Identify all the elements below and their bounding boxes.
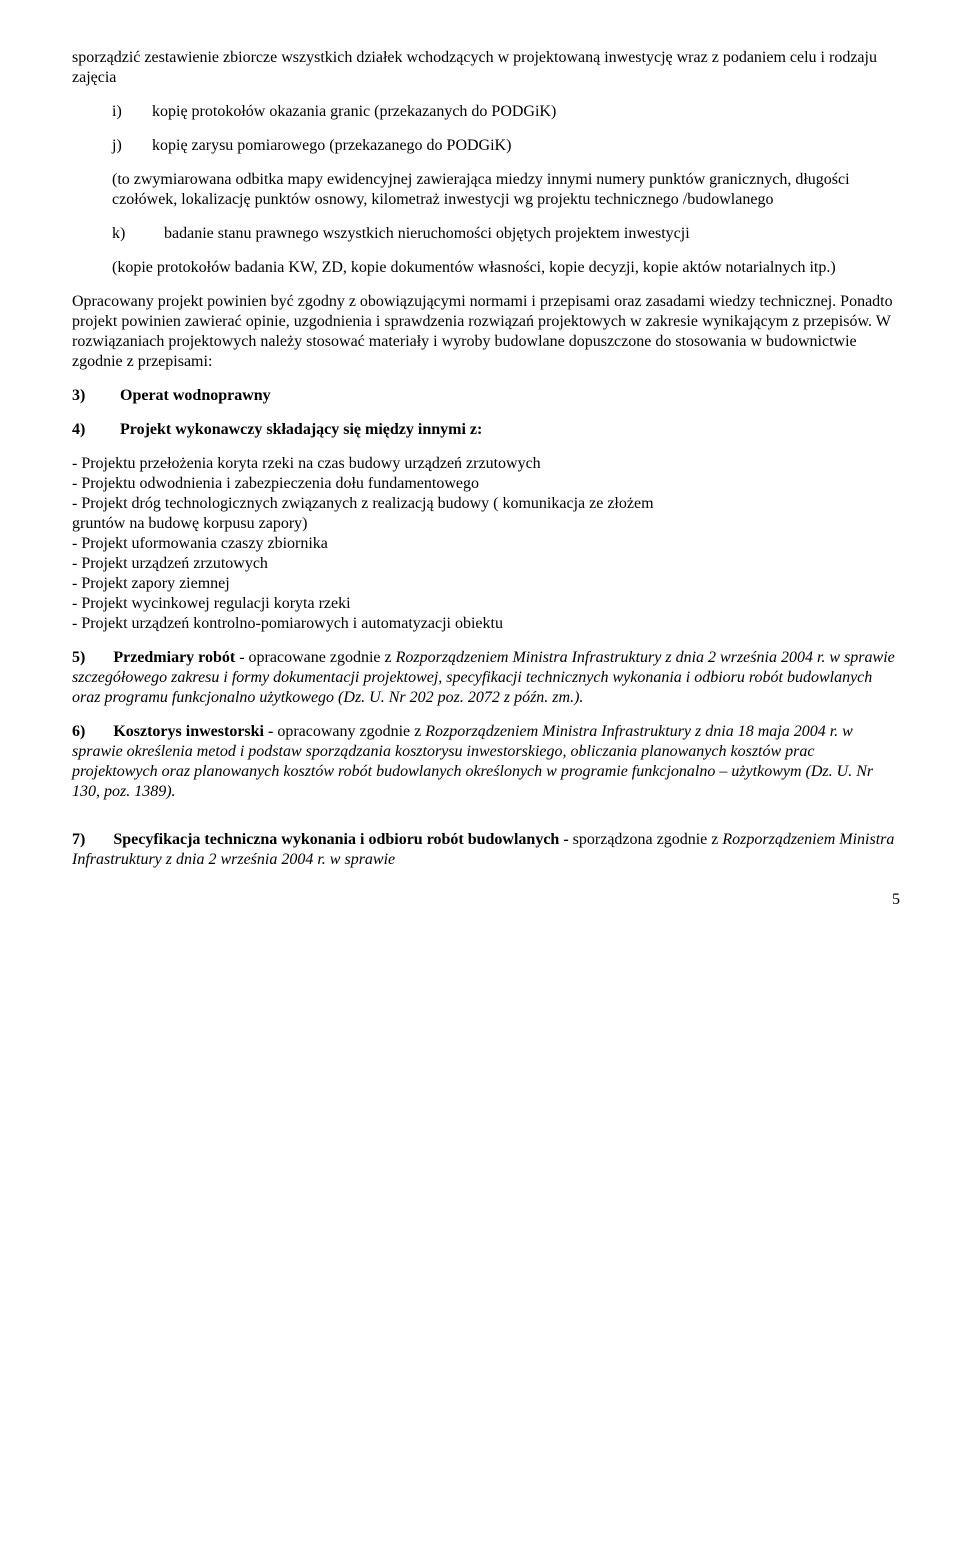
- list-item: - Projektu odwodnienia i zabezpieczenia …: [72, 474, 900, 494]
- list-item: gruntów na budowę korpusu zapory): [72, 514, 900, 534]
- list-item-k: k) badanie stanu prawnego wszystkich nie…: [112, 224, 900, 244]
- section-title: Przedmiary robót: [113, 649, 235, 666]
- section-title: Kosztorys inwestorski -: [113, 723, 273, 740]
- list-text: kopię protokołów okazania granic (przeka…: [152, 102, 900, 122]
- section-number: 4): [72, 420, 120, 440]
- list-item: - Projekt zapory ziemnej: [72, 574, 900, 594]
- list-marker: k): [112, 224, 164, 244]
- list-marker: i): [112, 102, 152, 122]
- list-item-j-detail: (to zwymiarowana odbitka mapy ewidencyjn…: [112, 170, 900, 210]
- section-text: opracowany zgodnie z: [273, 723, 425, 740]
- list-item: - Projekt dróg technologicznych związany…: [72, 494, 900, 514]
- list-item-j: j) kopię zarysu pomiarowego (przekazaneg…: [112, 136, 900, 156]
- intro-paragraph: sporządzić zestawienie zbiorcze wszystki…: [72, 48, 900, 88]
- list-item-i: i) kopię protokołów okazania granic (prz…: [112, 102, 900, 122]
- section-title: Specyfikacja techniczna wykonania i odbi…: [113, 831, 568, 848]
- section-5: 5) Przedmiary robót - opracowane zgodnie…: [72, 648, 900, 708]
- list-item-k-detail: (kopie protokołów badania KW, ZD, kopie …: [112, 258, 900, 278]
- list-item: - Projekt urządzeń kontrolno-pomiarowych…: [72, 614, 900, 634]
- list-item: - Projekt wycinkowej regulacji koryta rz…: [72, 594, 900, 614]
- section-number: 7): [72, 831, 85, 848]
- section-number: 3): [72, 386, 120, 406]
- list-marker: j): [112, 136, 152, 156]
- list-item: - Projekt uformowania czaszy zbiornika: [72, 534, 900, 554]
- section-3: 3) Operat wodnoprawny: [72, 386, 900, 406]
- page-number: 5: [72, 890, 900, 910]
- section-text: - opracowane zgodnie z: [235, 649, 395, 666]
- section-title: Projekt wykonawczy składający się między…: [120, 420, 900, 440]
- list-text: kopię zarysu pomiarowego (przekazanego d…: [152, 136, 900, 156]
- section-title: Operat wodnoprawny: [120, 386, 900, 406]
- list-text: badanie stanu prawnego wszystkich nieruc…: [164, 224, 900, 244]
- list-item: - Projektu przełożenia koryta rzeki na c…: [72, 454, 900, 474]
- section-4: 4) Projekt wykonawczy składający się mię…: [72, 420, 900, 440]
- section-number: 5): [72, 649, 85, 666]
- section-text: sporządzona zgodnie z: [569, 831, 723, 848]
- section-number: 6): [72, 723, 85, 740]
- compliance-paragraph: Opracowany projekt powinien być zgodny z…: [72, 292, 900, 372]
- list-item: - Projekt urządzeń zrzutowych: [72, 554, 900, 574]
- section-6: 6) Kosztorys inwestorski - opracowany zg…: [72, 722, 900, 802]
- section-4-list: - Projektu przełożenia koryta rzeki na c…: [72, 454, 900, 634]
- section-7: 7) Specyfikacja techniczna wykonania i o…: [72, 830, 900, 870]
